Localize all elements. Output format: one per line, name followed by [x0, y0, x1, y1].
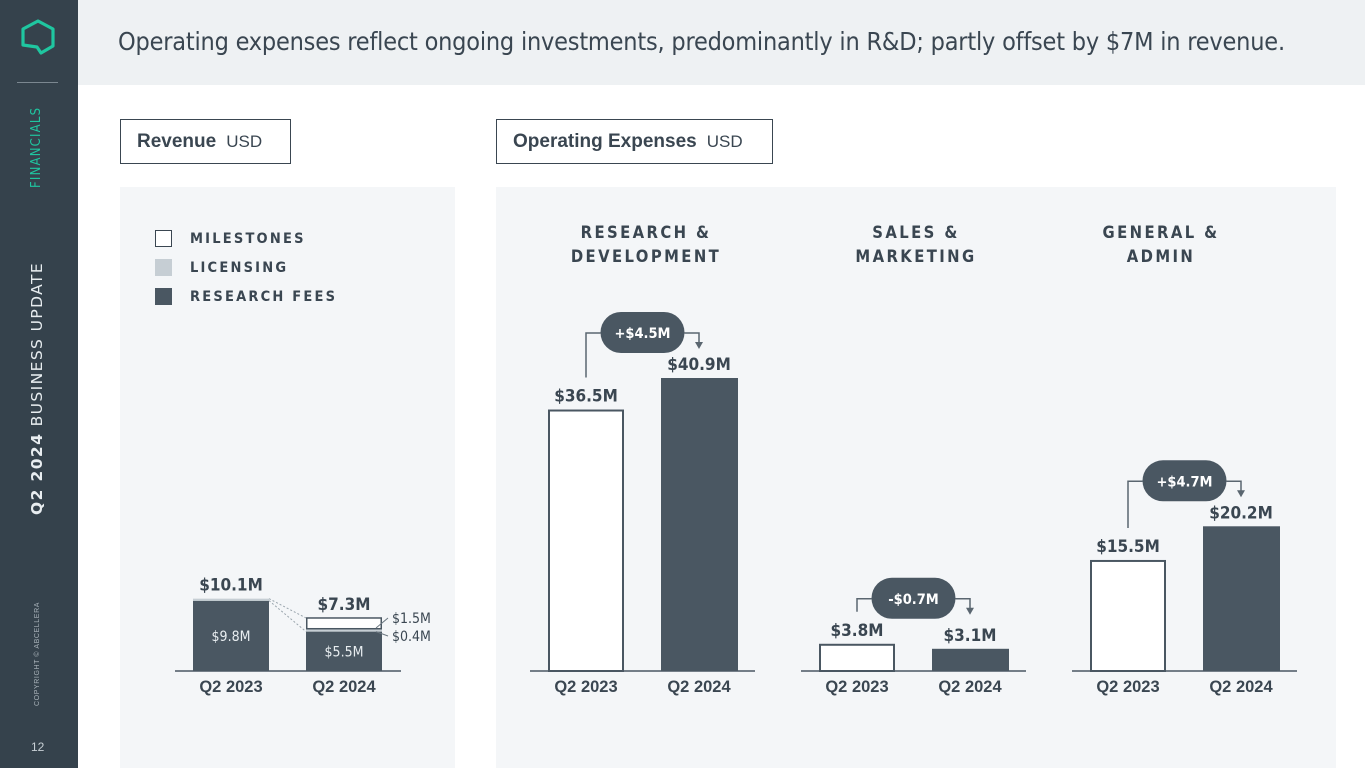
change-connector: [585, 332, 601, 378]
sidebar: FINANCIALS Q2 2024 BUSINESS UPDATE COPYR…: [0, 0, 78, 768]
x-tick-label: Q2 2023: [825, 678, 888, 696]
revenue-unit: USD: [226, 131, 263, 151]
bar-value-label: $40.9M: [667, 355, 731, 375]
category-title-line: RESEARCH &: [580, 223, 712, 242]
legend-label: MILESTONES: [190, 230, 306, 247]
change-connector: [856, 598, 872, 612]
bar-q2-2024: [1203, 526, 1280, 671]
bar-value-label: $3.1M: [944, 626, 997, 646]
x-tick-label: Q2 2024: [1209, 678, 1273, 696]
category-title-line: ADMIN: [1126, 247, 1196, 266]
change-pill-label: +$4.7M: [1156, 474, 1212, 490]
sidebar-divider: [17, 82, 58, 83]
bar-total-label: $10.1M: [199, 576, 263, 596]
category-title-line: DEVELOPMENT: [570, 247, 722, 266]
bar-value-label: $15.5M: [1096, 537, 1160, 557]
legend-item-research-fees: RESEARCH FEES: [155, 282, 337, 311]
change-pill-label: +$4.5M: [614, 326, 670, 342]
bar-q2-2024: [661, 378, 738, 671]
arrow-down-icon: [695, 342, 703, 349]
company-logo-icon: [21, 19, 55, 55]
callout-milestones: $1.5M: [392, 611, 431, 627]
bar-value-label: $36.5M: [554, 387, 618, 407]
bar-licensing: [193, 598, 269, 601]
revenue-section-label: Revenue USD: [120, 119, 291, 164]
bar-value-label: $3.8M: [831, 621, 884, 641]
category-title-line: GENERAL &: [1102, 223, 1220, 242]
bar-q2-2023: [819, 643, 895, 673]
change-pill: [871, 577, 956, 619]
opex-section-label: Operating Expenses USD: [496, 119, 773, 164]
change-pill: [1142, 460, 1227, 502]
category-title-sm: SALES & MARKETING: [816, 221, 1016, 269]
bar-research-fees: [193, 600, 269, 671]
x-tick-label: Q2 2024: [667, 678, 731, 696]
callout-leader: [375, 631, 389, 637]
bar-research-fees: [306, 631, 382, 671]
legend-swatch-research-fees: [155, 288, 172, 305]
bar-label-research-fees: $5.5M: [325, 644, 364, 660]
bar-q2-2024: [932, 648, 1009, 671]
category-title-line: SALES &: [872, 223, 960, 242]
bar-value-label: $20.2M: [1209, 503, 1273, 523]
change-connector: [1226, 480, 1242, 492]
legend-item-licensing: LICENSING: [155, 253, 337, 282]
legend-swatch-licensing: [155, 259, 172, 276]
opex-unit: USD: [706, 131, 743, 151]
change-connector: [684, 332, 700, 343]
bar-licensing: [306, 628, 382, 632]
revenue-title: Revenue: [137, 130, 217, 152]
category-title-ga: GENERAL & ADMIN: [1061, 221, 1261, 269]
bar-milestones: [306, 617, 382, 630]
opex-title: Operating Expenses: [513, 130, 697, 152]
change-pill: [600, 312, 685, 353]
callout-licensing: $0.4M: [392, 629, 431, 645]
revenue-legend: MILESTONES LICENSING RESEARCH FEES: [155, 224, 337, 311]
legend-label: LICENSING: [190, 259, 289, 276]
change-pill-label: -$0.7M: [888, 592, 939, 608]
legend-item-milestones: MILESTONES: [155, 224, 337, 253]
bar-q2-2023: [1090, 559, 1166, 672]
connector-line: [268, 598, 307, 619]
callout-leader: [375, 617, 389, 629]
arrow-down-icon: [966, 607, 974, 615]
category-title-line: MARKETING: [855, 247, 977, 266]
bar-total-label: $7.3M: [318, 595, 371, 615]
connector-line: [268, 600, 307, 632]
x-tick-label: Q2 2024: [312, 678, 376, 696]
change-connector: [1127, 480, 1143, 528]
page-headline: Operating expenses reflect ongoing inves…: [118, 27, 1285, 56]
x-tick-label: Q2 2024: [938, 678, 1002, 696]
change-connector: [955, 598, 971, 609]
category-title-rnd: RESEARCH & DEVELOPMENT: [546, 221, 746, 269]
header-band: Operating expenses reflect ongoing inves…: [78, 0, 1365, 85]
page-number: 12: [31, 740, 45, 754]
bar-q2-2023: [548, 409, 624, 672]
legend-swatch-milestones: [155, 230, 172, 247]
x-tick-label: Q2 2023: [199, 678, 262, 696]
bar-label-research-fees: $9.8M: [212, 629, 251, 645]
x-tick-label: Q2 2023: [1096, 678, 1159, 696]
legend-label: RESEARCH FEES: [190, 288, 338, 305]
x-tick-label: Q2 2023: [554, 678, 617, 696]
arrow-down-icon: [1237, 490, 1245, 498]
